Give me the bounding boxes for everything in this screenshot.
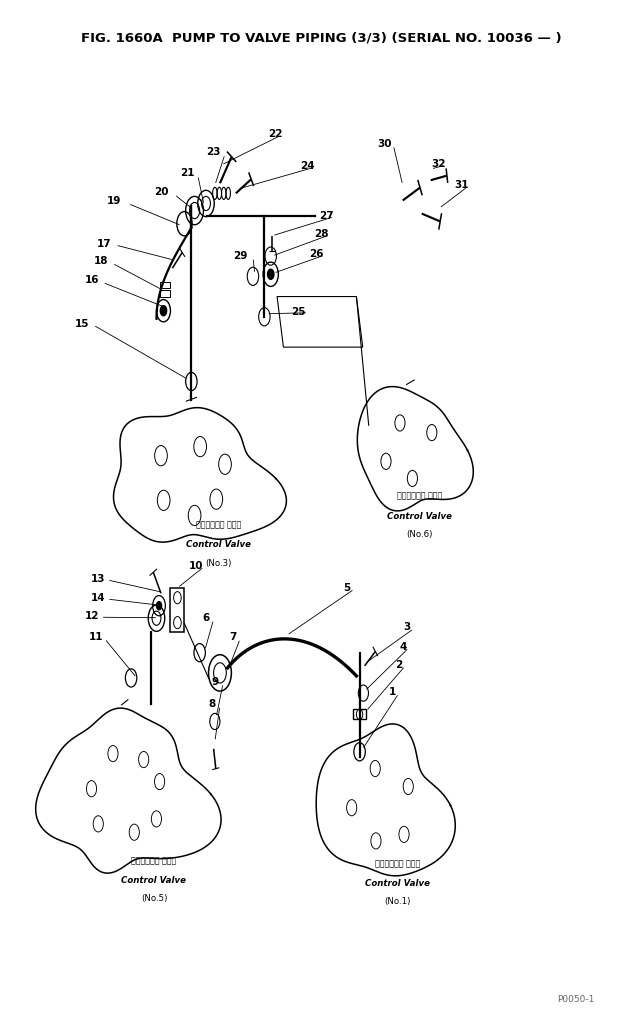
Text: コントロール バルブ: コントロール バルブ [375,858,421,867]
Text: (No.6): (No.6) [406,530,433,539]
Text: 23: 23 [206,147,221,157]
Text: 22: 22 [268,128,282,139]
Text: 14: 14 [91,592,105,602]
Text: Control Valve: Control Valve [186,540,251,549]
Bar [159,291,170,298]
Bar [353,709,366,719]
Text: 24: 24 [300,161,315,171]
Text: 1: 1 [389,687,396,696]
Text: 32: 32 [431,159,446,169]
Text: 10: 10 [188,560,203,570]
Text: 6: 6 [203,612,210,623]
Text: (No.1): (No.1) [385,897,411,906]
Text: 3: 3 [404,622,411,632]
Text: コントロール バルブ: コントロール バルブ [196,520,241,529]
Text: 5: 5 [343,582,350,592]
Text: 28: 28 [314,228,329,238]
Text: 20: 20 [154,187,168,197]
Text: 11: 11 [89,632,104,642]
Text: 19: 19 [107,197,121,206]
Text: 26: 26 [309,249,323,259]
Text: 30: 30 [377,139,392,149]
Circle shape [267,270,274,280]
Text: 27: 27 [320,210,334,220]
Text: コントロール バルブ: コントロール バルブ [131,855,177,864]
Text: 9: 9 [212,677,219,687]
Text: 18: 18 [93,256,108,266]
Text: Control Valve: Control Valve [122,875,186,884]
Text: Control Valve: Control Valve [365,878,430,888]
Text: 13: 13 [91,574,105,583]
Text: P0050-1: P0050-1 [557,994,594,1003]
Text: FIG. 1660A  PUMP TO VALVE PIPING (3/3) (SERIAL NO. 10036 — ): FIG. 1660A PUMP TO VALVE PIPING (3/3) (S… [81,32,562,45]
Text: Control Valve: Control Valve [387,512,453,521]
Text: 29: 29 [233,251,248,261]
Text: 15: 15 [75,319,89,328]
Text: 2: 2 [395,659,403,669]
Text: 8: 8 [209,699,216,708]
Text: コントロール バルブ: コントロール バルブ [397,491,442,500]
Text: 7: 7 [229,632,237,642]
Text: 4: 4 [399,641,406,651]
Text: 17: 17 [97,238,112,249]
Bar [170,588,185,633]
Text: 16: 16 [84,275,99,285]
Circle shape [156,602,161,610]
Text: (No.5): (No.5) [141,894,167,903]
Text: 21: 21 [179,168,194,178]
Circle shape [160,307,167,317]
Bar [159,283,170,289]
Text: 31: 31 [454,180,468,191]
Text: 25: 25 [291,307,306,317]
Text: 12: 12 [84,610,99,621]
Text: (No.3): (No.3) [206,558,232,567]
